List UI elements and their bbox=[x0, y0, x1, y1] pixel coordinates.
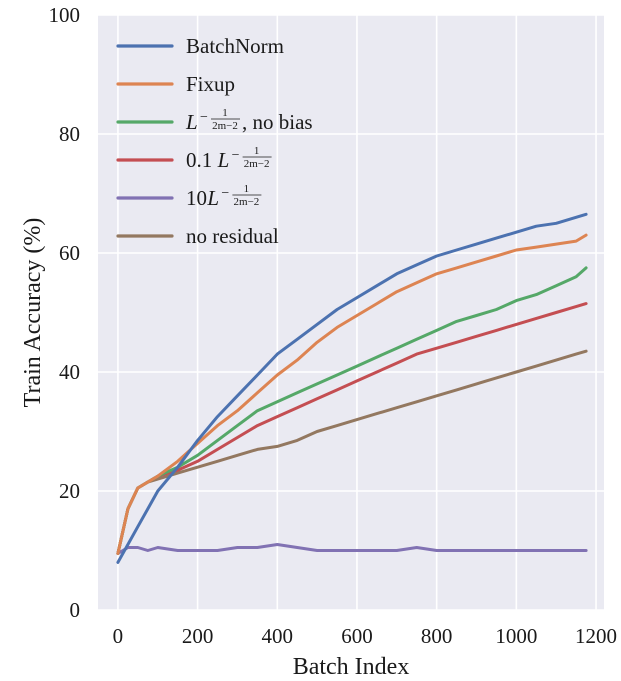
x-tick-label: 200 bbox=[182, 624, 214, 648]
series-line bbox=[116, 266, 588, 555]
svg-text:2m−2: 2m−2 bbox=[244, 158, 270, 170]
x-tick-label: 0 bbox=[113, 624, 124, 648]
svg-text:−: − bbox=[221, 186, 229, 201]
y-axis-title: Train Accuracy (%) bbox=[20, 218, 46, 408]
y-tick-label: 20 bbox=[59, 479, 80, 503]
legend-label: no residual bbox=[186, 224, 279, 248]
legend-label: 10 L − 12m−2 bbox=[186, 183, 262, 210]
x-tick-label: 1200 bbox=[575, 624, 617, 648]
svg-text:−: − bbox=[232, 148, 240, 163]
legend-label: 0.1 L − 12m−2 bbox=[186, 145, 272, 172]
plot-area bbox=[98, 15, 604, 610]
svg-text:L: L bbox=[206, 186, 219, 210]
svg-text:2m−2: 2m−2 bbox=[212, 120, 238, 132]
svg-text:L: L bbox=[185, 110, 198, 134]
x-tick-label: 400 bbox=[262, 624, 294, 648]
legend-label: Fixup bbox=[186, 72, 235, 96]
svg-text:2m−2: 2m−2 bbox=[234, 196, 260, 208]
svg-text:10: 10 bbox=[186, 186, 207, 210]
series-lines bbox=[116, 212, 588, 564]
legend-label: L − 12m−2 , no bias bbox=[185, 107, 313, 134]
x-tick-label: 600 bbox=[341, 624, 373, 648]
svg-text:1: 1 bbox=[254, 145, 260, 157]
x-axis-ticks: 0 200 400 600 800 1000 1200 bbox=[113, 624, 617, 648]
svg-text:L: L bbox=[217, 148, 230, 172]
y-tick-label: 100 bbox=[49, 3, 81, 27]
series-line bbox=[116, 543, 588, 555]
series-line bbox=[116, 349, 588, 555]
legend-label: BatchNorm bbox=[186, 34, 284, 58]
svg-text:1: 1 bbox=[244, 183, 250, 195]
x-tick-label: 800 bbox=[421, 624, 453, 648]
x-axis-title: Batch Index bbox=[293, 654, 410, 680]
svg-text:, no bias: , no bias bbox=[242, 110, 313, 134]
svg-text:0.1: 0.1 bbox=[186, 148, 212, 172]
x-tick-label: 1000 bbox=[495, 624, 537, 648]
series-line bbox=[116, 233, 588, 555]
y-tick-label: 60 bbox=[59, 241, 80, 265]
svg-text:1: 1 bbox=[222, 107, 228, 119]
series-line bbox=[116, 212, 588, 564]
svg-text:−: − bbox=[200, 110, 208, 125]
y-tick-label: 80 bbox=[59, 122, 80, 146]
y-tick-label: 40 bbox=[59, 360, 80, 384]
y-tick-label: 0 bbox=[70, 598, 81, 622]
y-axis-ticks: 0 20 40 60 80 100 bbox=[49, 3, 81, 622]
